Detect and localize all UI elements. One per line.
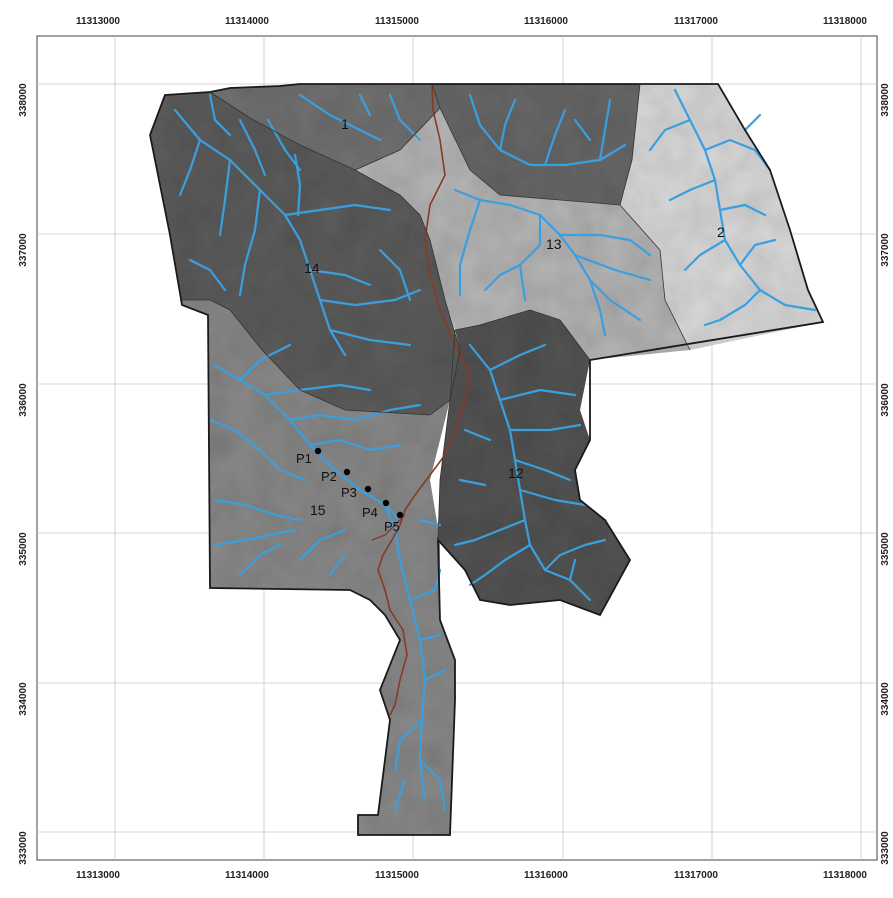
x-tick-bottom-5: 11318000 <box>823 870 867 881</box>
y-tick-left-4: 334000 <box>18 682 29 716</box>
sample-points <box>314 447 404 519</box>
subbasin-label-12: 12 <box>508 465 524 481</box>
y-axis-left: 338000 337000 336000 335000 334000 33300… <box>18 83 29 865</box>
main-channel <box>377 83 471 716</box>
x-axis-bottom: 11313000 11314000 11315000 11316000 1131… <box>76 870 867 881</box>
x-tick-top-1: 11314000 <box>225 16 269 27</box>
point-label-p5: P5 <box>384 519 400 534</box>
subbasin-label-13: 13 <box>546 236 562 252</box>
x-tick-bottom-4: 11317000 <box>674 870 718 881</box>
subbasin-label-15: 15 <box>310 502 326 518</box>
x-tick-top-0: 11313000 <box>76 16 120 27</box>
point-p1-marker <box>314 447 322 455</box>
x-tick-top-5: 11318000 <box>823 16 867 27</box>
x-axis-top: 11313000 11314000 11315000 11316000 1131… <box>76 16 867 27</box>
subbasin-13-north <box>432 84 640 205</box>
y-axis-right: 338000 337000 336000 335000 334000 33300… <box>880 83 891 865</box>
y-tick-left-1: 337000 <box>18 233 29 267</box>
y-tick-right-2: 336000 <box>880 383 891 417</box>
x-tick-bottom-3: 11316000 <box>524 870 568 881</box>
x-tick-bottom-2: 11315000 <box>375 870 419 881</box>
y-tick-right-0: 338000 <box>880 83 891 117</box>
subbasin-outlines <box>182 83 691 541</box>
subbasin-1 <box>210 84 440 170</box>
point-label-p1: P1 <box>296 451 312 466</box>
point-p5-marker <box>396 511 404 519</box>
x-tick-top-3: 11316000 <box>524 16 568 27</box>
y-tick-left-0: 338000 <box>18 83 29 117</box>
subbasin-label-14: 14 <box>304 260 320 276</box>
point-p2-marker <box>343 468 351 476</box>
y-tick-right-4: 334000 <box>880 682 891 716</box>
point-label-p4: P4 <box>362 505 378 520</box>
y-tick-right-3: 335000 <box>880 532 891 566</box>
x-tick-bottom-1: 11314000 <box>225 870 269 881</box>
y-tick-right-5: 333000 <box>880 831 891 865</box>
y-tick-left-2: 336000 <box>18 383 29 417</box>
point-p4-marker <box>382 499 390 507</box>
point-label-p3: P3 <box>341 485 357 500</box>
x-tick-bottom-0: 11313000 <box>76 870 120 881</box>
subbasin-12 <box>438 310 630 615</box>
point-p3-marker <box>364 485 372 493</box>
subbasin-label-2: 2 <box>717 224 725 240</box>
watershed-boundary <box>149 83 825 836</box>
y-tick-left-5: 333000 <box>18 831 29 865</box>
y-tick-right-1: 337000 <box>880 233 891 267</box>
x-tick-top-2: 11315000 <box>375 16 419 27</box>
x-tick-top-4: 11317000 <box>674 16 718 27</box>
point-label-p2: P2 <box>321 469 337 484</box>
stream-network <box>173 88 817 812</box>
y-tick-left-3: 335000 <box>18 532 29 566</box>
subbasin-label-1: 1 <box>341 116 349 132</box>
